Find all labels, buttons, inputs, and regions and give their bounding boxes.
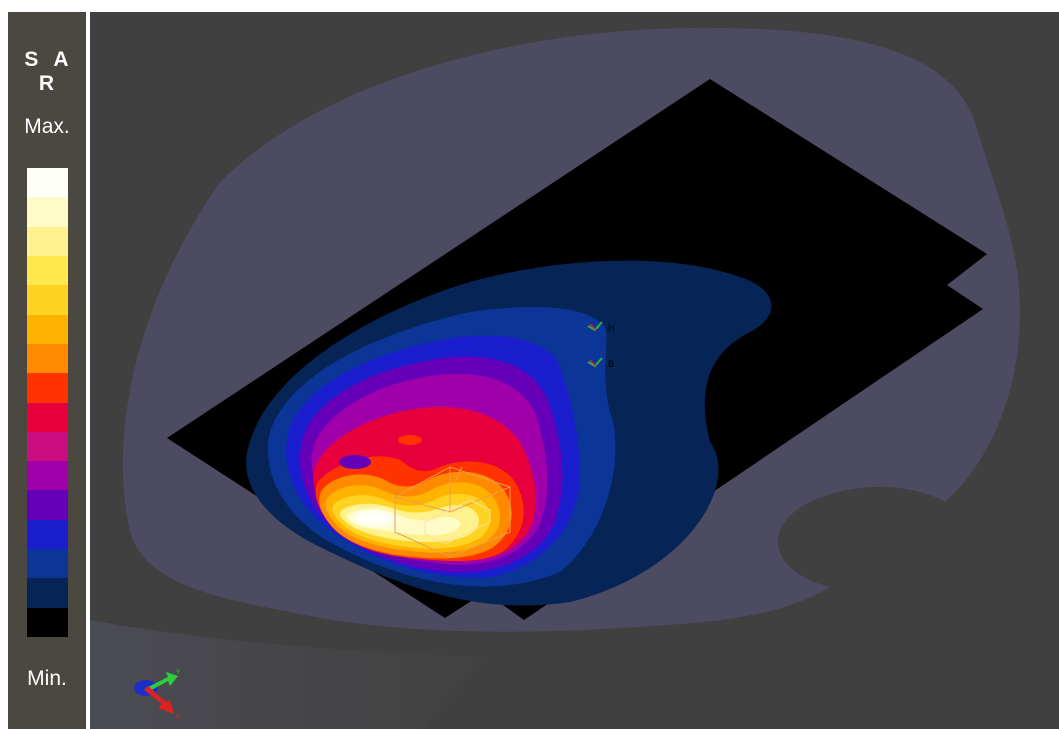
colorbar-swatch — [27, 226, 68, 256]
device-wireframe — [394, 466, 511, 558]
marker-b-label: B — [608, 359, 614, 369]
sar-scene: H B Y X — [90, 27, 1020, 729]
legend-max-label: Max. — [24, 115, 70, 138]
x-axis-arrow — [144, 686, 174, 714]
sar-legend-panel: S A R Max. Min. — [8, 12, 86, 729]
colorbar-swatch — [27, 255, 68, 286]
x-axis-label: X — [176, 714, 180, 720]
colorbar-swatch — [27, 168, 68, 198]
colorbar-swatch — [27, 343, 68, 374]
legend-title: S A R — [24, 48, 74, 95]
legend-min-label: Min. — [27, 667, 67, 690]
3d-viewport[interactable]: H B Y X — [90, 12, 1059, 729]
colorbar-swatch — [27, 519, 68, 550]
contour-peak — [352, 510, 396, 526]
probe-marker-h: H — [587, 321, 615, 333]
ground-sheet — [90, 620, 490, 729]
colorbar-swatch — [27, 402, 68, 432]
sar-colorbar — [27, 168, 68, 637]
colorbar-swatch — [27, 549, 68, 579]
contour-island-left — [339, 455, 371, 469]
colorbar-swatch — [27, 607, 68, 637]
colorbar-swatch — [27, 490, 68, 520]
colorbar-swatch — [27, 197, 68, 227]
colorbar-swatch — [27, 285, 68, 315]
contour-island-upper — [398, 435, 422, 445]
y-axis-arrow — [146, 672, 178, 692]
axis-triad-icon[interactable]: Y X — [134, 670, 180, 720]
colorbar-swatch — [27, 314, 68, 344]
colorbar-swatch — [27, 431, 68, 462]
colorbar-swatch — [27, 461, 68, 491]
colorbar-swatch — [27, 578, 68, 608]
y-axis-label: Y — [176, 670, 180, 676]
sar-contours — [246, 260, 772, 606]
colorbar-swatch — [27, 373, 68, 403]
marker-h-label: H — [608, 323, 615, 333]
probe-marker-b: B — [587, 357, 614, 369]
